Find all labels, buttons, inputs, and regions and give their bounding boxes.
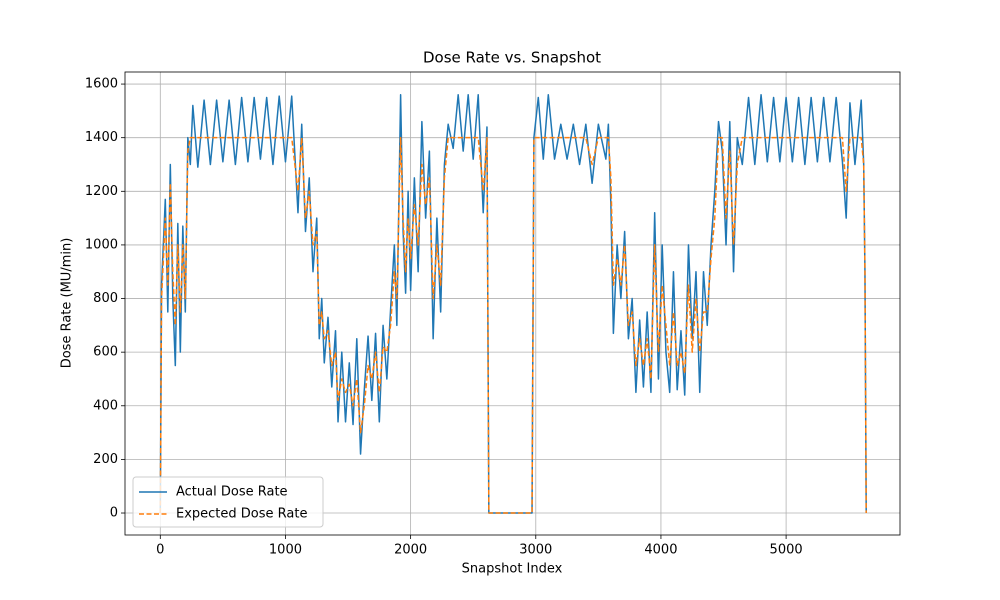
x-tick-label: 4000 xyxy=(644,543,677,558)
x-axis-label: Snapshot Index xyxy=(462,562,563,577)
plot-frame xyxy=(124,71,901,536)
y-tick-label: 400 xyxy=(93,398,118,413)
legend-label: Expected Dose Rate xyxy=(176,507,307,522)
x-tick-label: 5000 xyxy=(770,543,803,558)
y-tick-label: 1200 xyxy=(85,184,118,199)
y-tick-label: 800 xyxy=(93,291,118,306)
x-tick-label: 2000 xyxy=(394,543,427,558)
legend-label: Actual Dose Rate xyxy=(176,485,288,500)
legend: Actual Dose Rate Expected Dose Rate xyxy=(132,476,324,528)
legend-box xyxy=(132,476,324,528)
y-tick-label: 1000 xyxy=(85,237,118,252)
data-line xyxy=(159,136,867,514)
data-line xyxy=(159,94,867,514)
y-tick-label: 200 xyxy=(93,452,118,467)
x-tick-label: 1000 xyxy=(269,543,302,558)
chart-title: Dose Rate vs. Snapshot xyxy=(423,49,601,67)
y-tick-label: 600 xyxy=(93,345,118,360)
y-tick-label: 1400 xyxy=(85,130,118,145)
x-tick-label: 0 xyxy=(156,543,164,558)
x-tick-label: 3000 xyxy=(519,543,552,558)
y-tick-label: 1600 xyxy=(85,77,118,92)
y-tick-label: 0 xyxy=(110,506,118,521)
y-axis-label: Dose Rate (MU/min) xyxy=(60,238,75,369)
